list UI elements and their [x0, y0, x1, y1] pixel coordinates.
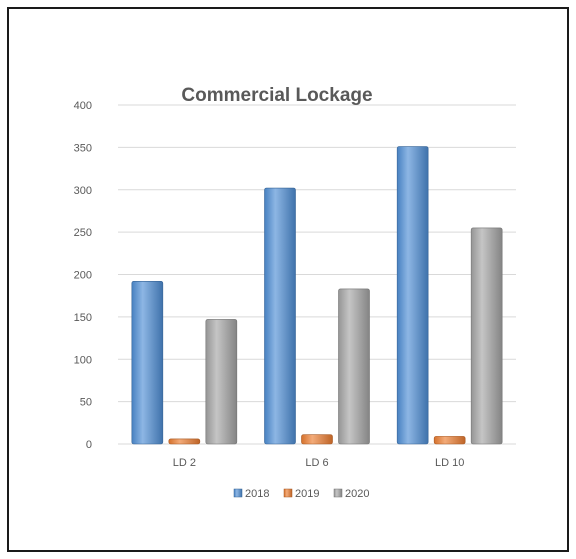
y-tick-label: 50 — [80, 397, 92, 409]
y-tick-label: 350 — [74, 142, 92, 154]
legend-swatch-2019 — [283, 488, 293, 498]
bar-ld-6-2019 — [301, 434, 333, 445]
y-tick-label: 150 — [74, 312, 92, 324]
x-tick-label: LD 6 — [305, 457, 328, 469]
bars — [131, 146, 503, 445]
bar-ld-6-2018 — [264, 187, 296, 445]
legend-swatch-2020 — [333, 488, 343, 498]
y-tick-label: 400 — [74, 100, 92, 112]
x-tick-label: LD 2 — [173, 457, 196, 469]
legend: 2018 2019 2020 — [233, 488, 369, 500]
legend-label-2020: 2020 — [345, 488, 369, 500]
legend-label-2018: 2018 — [245, 488, 269, 500]
bar-ld-2-2019 — [168, 438, 201, 445]
chart-title: Commercial Lockage — [181, 85, 372, 106]
legend-swatch-2018 — [233, 488, 243, 498]
bar-ld-10-2019 — [433, 436, 466, 445]
bar-ld-2-2018 — [131, 280, 164, 445]
bar-ld-2-2020 — [205, 319, 238, 445]
bar-ld-10-2020 — [470, 227, 503, 445]
y-tick-label: 0 — [86, 439, 92, 451]
legend-label-2019: 2019 — [295, 488, 319, 500]
x-tick-label: LD 10 — [435, 457, 464, 469]
y-tick-label: 200 — [74, 270, 92, 282]
x-axis-ticks: LD 2 LD 6 LD 10 — [173, 457, 465, 469]
bar-ld-10-2018 — [396, 146, 429, 445]
y-tick-label: 250 — [74, 227, 92, 239]
y-tick-label: 300 — [74, 185, 92, 197]
bar-ld-6-2020 — [338, 288, 370, 445]
y-tick-label: 100 — [74, 354, 92, 366]
y-axis-ticks: 0 50 100 150 200 250 300 350 400 — [74, 100, 92, 451]
gridlines — [118, 104, 516, 445]
